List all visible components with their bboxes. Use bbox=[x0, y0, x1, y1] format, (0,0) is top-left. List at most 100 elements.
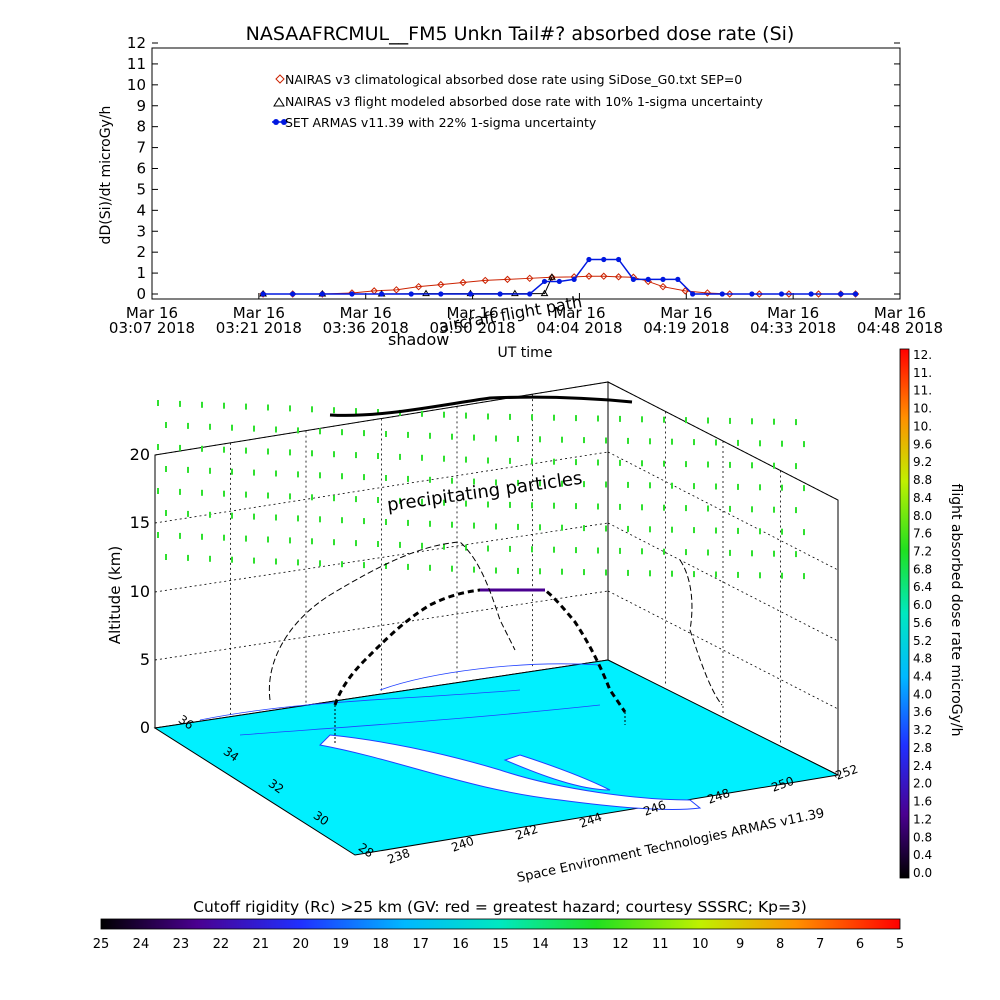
data-point-triangle bbox=[511, 289, 519, 297]
x-tick-label-time: 03:50 2018 bbox=[429, 319, 515, 337]
longitude-tick-label: 252 bbox=[833, 762, 859, 783]
data-point-dot bbox=[319, 291, 325, 297]
altitude-tick-label: 5 bbox=[140, 650, 150, 669]
x-tick-label-time: 04:33 2018 bbox=[750, 319, 836, 337]
right-colorbar-ticks: 12. 11. 11. 10. 10. 9.6 9.2 8.8 8.4 8.0 7.6 7.2 6.8 6… bbox=[913, 348, 932, 880]
bottom-colorbar-tick-label: 10 bbox=[692, 937, 709, 952]
x-tick-label-time: 04:04 2018 bbox=[536, 319, 622, 337]
x-tick-label-date: Mar 16 bbox=[446, 304, 498, 322]
precipitating-particles bbox=[157, 400, 805, 580]
right-colorbar-tick-label: 8.8 bbox=[913, 473, 932, 487]
y-tick-label: 3 bbox=[136, 222, 146, 240]
legend-label-armas: SET ARMAS v11.39 with 22% 1-sigma uncert… bbox=[285, 115, 597, 130]
bottom-colorbar-tick-label: 5 bbox=[896, 937, 904, 952]
x-tick-label-date: Mar 16 bbox=[660, 304, 712, 322]
data-point-dot bbox=[601, 256, 607, 263]
data-point-diamond bbox=[503, 275, 512, 284]
y-tick-label: 1 bbox=[136, 264, 146, 282]
y-tick-label: 10 bbox=[127, 76, 146, 94]
data-point-diamond bbox=[681, 287, 689, 295]
bottom-colorbar-tick-label: 20 bbox=[292, 937, 309, 952]
data-point-diamond bbox=[525, 274, 534, 283]
data-point-dot bbox=[660, 276, 666, 282]
legend-item-armas: SET ARMAS v11.39 with 22% 1-sigma uncert… bbox=[272, 115, 597, 130]
right-colorbar-tick-label: 4.0 bbox=[913, 687, 932, 701]
right-colorbar-tick-label: 3.6 bbox=[913, 705, 932, 719]
altitude-tick-label: 0 bbox=[140, 718, 150, 737]
bottom-colorbar-tick-label: 15 bbox=[492, 937, 509, 952]
data-point-diamond bbox=[614, 273, 623, 281]
right-colorbar-tick-label: 5.6 bbox=[913, 616, 932, 630]
bottom-colorbar-tick-label: 7 bbox=[816, 937, 824, 952]
data-point-dot bbox=[808, 291, 814, 297]
right-colorbar-tick-label: 4.8 bbox=[913, 652, 932, 666]
data-point-dot bbox=[467, 291, 474, 297]
bottom-colorbar-tick-label: 21 bbox=[253, 937, 270, 952]
right-colorbar-gradient bbox=[899, 348, 910, 879]
right-colorbar-tick-label: 1.6 bbox=[913, 795, 932, 809]
dot-marker-icon bbox=[281, 119, 287, 125]
diamond-marker-icon bbox=[275, 74, 285, 84]
right-colorbar-tick-label: 0.8 bbox=[913, 830, 932, 844]
bottom-colorbar-tick-label: 9 bbox=[736, 937, 744, 952]
data-point-diamond bbox=[392, 286, 401, 294]
altitude-axis-label: Altitude (km) bbox=[106, 546, 124, 644]
right-colorbar-tick-label: 10. bbox=[913, 419, 932, 433]
altitude-tick-label: 20 bbox=[130, 445, 150, 464]
bottom-colorbar-tick-label: 22 bbox=[213, 937, 230, 952]
right-colorbar-tick-label: 2.8 bbox=[913, 741, 932, 755]
data-point-dot bbox=[852, 291, 859, 297]
grid-line-side bbox=[607, 590, 839, 710]
bottom-colorbar-tick-label: 25 bbox=[93, 937, 110, 952]
data-point-dot bbox=[541, 278, 548, 285]
data-point-dot bbox=[571, 276, 577, 282]
flight-drop-lines bbox=[334, 705, 626, 745]
x-tick-label-time: 03:07 2018 bbox=[109, 319, 195, 337]
bottom-colorbar: Cutoff rigidity (Rc) >25 km (GV: red = g… bbox=[93, 898, 904, 952]
data-point-diamond bbox=[703, 289, 712, 297]
right-colorbar-tick-label: 4.4 bbox=[913, 670, 932, 684]
terrain-contours bbox=[199, 663, 601, 736]
right-colorbar-tick-label: 6.0 bbox=[913, 598, 932, 612]
bottom-colorbar-tick-label: 17 bbox=[412, 937, 429, 952]
data-point-diamond bbox=[585, 272, 593, 280]
data-point-dot bbox=[690, 291, 696, 297]
data-point-dot bbox=[408, 291, 414, 297]
data-point-diamond bbox=[437, 280, 445, 289]
bottom-colorbar-ticks: 25 24 23 22 21 20 19 18 17 16 15 14 13 12 11 10 9 8 7 6 5 bbox=[93, 937, 904, 952]
top-series bbox=[259, 256, 860, 298]
bottom-colorbar-tick-label: 24 bbox=[133, 937, 150, 952]
bottom-colorbar-tick-label: 14 bbox=[532, 937, 549, 952]
y-tick-label: 6 bbox=[136, 160, 146, 178]
legend-label-nairas-clim: NAIRAS v3 climatological absorbed dose r… bbox=[285, 72, 742, 87]
data-point-dot bbox=[290, 291, 296, 297]
data-point-dot bbox=[497, 291, 503, 297]
data-point-triangle bbox=[540, 289, 549, 297]
data-point-dot bbox=[630, 276, 636, 282]
right-colorbar-tick-label: 7.2 bbox=[913, 544, 932, 558]
annotation-precipitating-particles: precipitating particles bbox=[386, 468, 584, 516]
top-x-axis-label: UT time bbox=[498, 345, 553, 361]
top-plot-frame bbox=[151, 47, 901, 300]
x-tick-label-date: Mar 16 bbox=[340, 304, 392, 322]
flight-shadow-top bbox=[329, 395, 633, 417]
y-tick-label: 9 bbox=[136, 97, 146, 115]
legend-label-nairas-flight: NAIRAS v3 flight modeled absorbed dose r… bbox=[285, 94, 764, 109]
right-colorbar-label: flight absorbed dose rate microGy/h bbox=[948, 484, 964, 737]
right-colorbar-tick-label: 5.2 bbox=[913, 634, 932, 648]
grid-line-side bbox=[607, 451, 839, 571]
flight-3d-scene: precipitating particles shadow aircraft … bbox=[106, 292, 860, 886]
data-point-dot bbox=[378, 291, 385, 297]
right-colorbar-tick-label: 11. bbox=[913, 384, 932, 398]
data-point-dot bbox=[838, 291, 844, 297]
data-point-dot bbox=[349, 291, 355, 297]
x-tick-label-time: 04:19 2018 bbox=[643, 319, 729, 337]
x-tick-label-date: Mar 16 bbox=[767, 304, 819, 322]
x-tick-label-time: 03:36 2018 bbox=[323, 319, 409, 337]
right-colorbar-tick-label: 3.2 bbox=[913, 723, 932, 737]
y-tick-label: 11 bbox=[127, 55, 146, 73]
